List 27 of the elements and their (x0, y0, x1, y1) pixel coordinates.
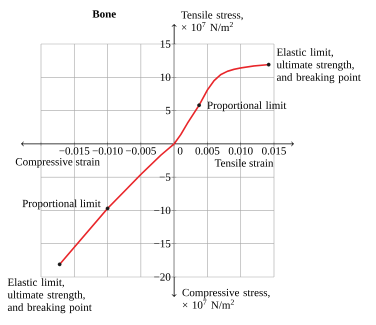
annotation: Elastic limit, ultimate strength, and breaking point (8, 278, 92, 314)
y-tick-label: 5 (166, 106, 170, 114)
text: Compressive stress, × 10$^{7}$ N/m$^{2}$ (182, 288, 270, 309)
x-tick-label: 0 (178, 147, 182, 155)
y-tick-label: −10 (154, 206, 170, 214)
chart-title: Bone (92, 10, 116, 18)
x-tick-label: 0.005 (195, 147, 220, 155)
x-tick-label: −0.010 (92, 147, 123, 155)
annotation: Proportional limit (207, 101, 286, 112)
point (197, 103, 202, 108)
annotation: Elastic limit, ultimate strength, and breaking point (276, 48, 361, 84)
y-tick-label: 10 (160, 74, 170, 81)
x-axis-title: Tensile strain (214, 159, 274, 167)
x-tick-label: 0.015 (262, 147, 286, 155)
x-tick-label: −0.015 (59, 147, 90, 155)
annotation: Compressive strain (16, 158, 100, 168)
x-tick-label: 0.010 (228, 147, 253, 155)
y-tick-label: −15 (154, 240, 170, 248)
y-tick-label: −5 (160, 173, 170, 181)
y-tick-label: 15 (160, 40, 170, 48)
point (266, 62, 271, 67)
point (106, 206, 110, 210)
y-axis-title: Tensile stress, × 10$^{7}$ N/m$^{2}$ (181, 10, 243, 32)
x-tick-label: −0.005 (126, 147, 156, 155)
annotation: Proportional limit (22, 199, 101, 210)
y-tick-label: −20 (154, 273, 170, 281)
point (58, 262, 62, 266)
